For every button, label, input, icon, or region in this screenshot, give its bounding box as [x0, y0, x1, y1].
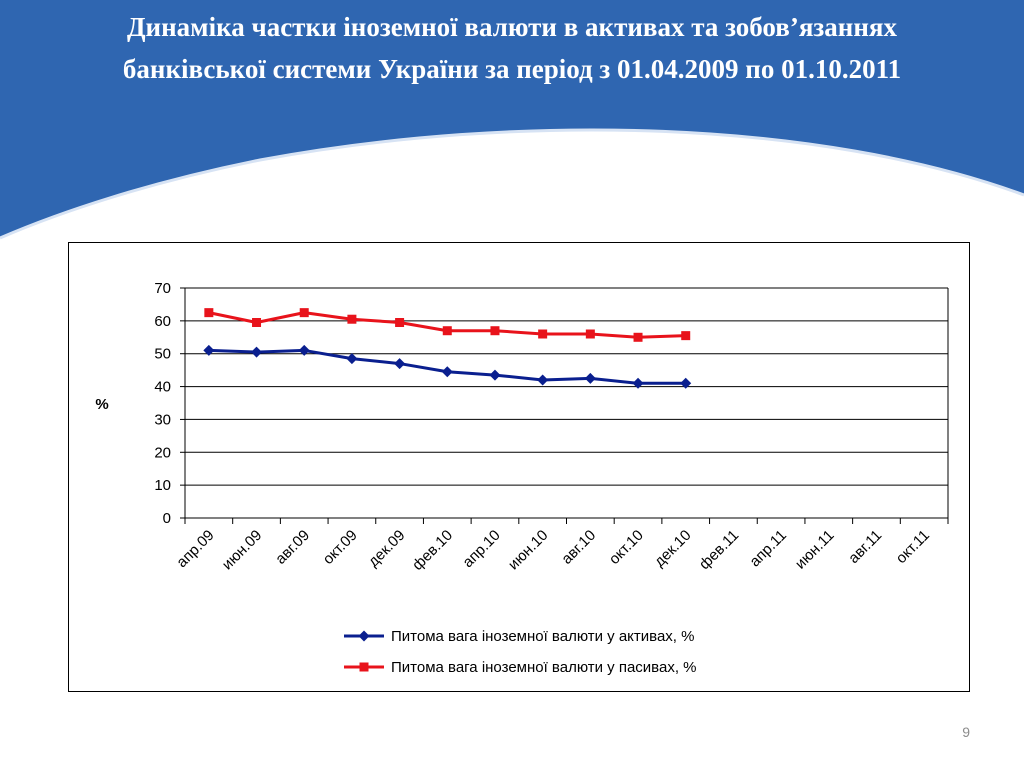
legend-item: Питома вага іноземної валюти у пасивах, …: [344, 659, 697, 676]
x-tick-label: июн.11: [792, 527, 838, 573]
x-tick-label: фев.11: [696, 527, 742, 573]
x-tick-label: апр.10: [459, 527, 503, 571]
data-point: [204, 308, 214, 318]
slide-title: Динаміка частки іноземної валюти в актив…: [122, 12, 902, 84]
x-tick-label: окт.09: [320, 527, 361, 568]
axes: [184, 288, 949, 524]
x-tick-label: апр.11: [746, 527, 790, 571]
legend-label: Питома вага іноземної валюти у активах, …: [391, 628, 694, 645]
legend-item: Питома вага іноземної валюти у активах, …: [344, 628, 694, 645]
y-tick-label: 20: [154, 444, 171, 461]
series-1: [203, 344, 692, 389]
y-tick-labels: 0 10 20 30 40 50 60 70: [154, 280, 171, 527]
data-point: [585, 329, 595, 339]
line-chart: 0 10 20 30 40 50 60 70 апр.09 июн.09 авг.09 окт.09…: [95, 280, 949, 676]
data-point: [680, 377, 692, 389]
data-point: [538, 329, 548, 339]
y-tick-label: 40: [154, 379, 171, 396]
data-point: [584, 372, 596, 384]
y-tick-label: 10: [154, 477, 171, 494]
x-tick-label: окт.10: [606, 527, 647, 568]
banner-highlight: [0, 128, 1024, 240]
data-point: [489, 369, 501, 381]
data-point: [346, 353, 358, 365]
x-tick-label: дек.09: [365, 527, 408, 570]
x-tick-label: апр.09: [173, 527, 217, 571]
x-tick-label: авг.10: [558, 527, 599, 568]
data-point: [252, 318, 262, 327]
x-tick-label: июн.09: [219, 527, 266, 574]
data-point: [299, 308, 309, 318]
data-point: [394, 358, 406, 370]
x-tick-label: дек.10: [651, 527, 694, 570]
data-point: [490, 326, 500, 336]
x-tick-label: фев.10: [409, 527, 456, 574]
series-2: [204, 308, 691, 342]
y-tick-label: 0: [163, 510, 171, 527]
x-tick-label: авг.09: [272, 527, 313, 568]
x-tick-label: окт.11: [893, 527, 933, 567]
data-point: [251, 346, 263, 358]
gridlines: [180, 287, 948, 519]
y-tick-label: 50: [154, 346, 171, 363]
y-axis-title: %: [95, 396, 108, 413]
y-tick-label: 70: [154, 280, 171, 297]
data-point: [347, 314, 357, 324]
page-number: 9: [962, 724, 970, 740]
x-tick-labels: апр.09 июн.09 авг.09 окт.09 дек.09 фев.10 апр.…: [173, 527, 933, 574]
x-tick-label: авг.11: [845, 527, 885, 567]
data-point: [633, 332, 643, 342]
title-banner: [0, 0, 1024, 240]
legend-swatch-marker: [358, 630, 370, 642]
x-tick-label: июн.10: [505, 527, 552, 574]
legend: Питома вага іноземної валюти у активах, …: [344, 628, 697, 676]
y-tick-label: 60: [154, 313, 171, 330]
data-point: [442, 326, 452, 336]
legend-swatch-marker: [359, 662, 369, 672]
data-point: [395, 318, 405, 327]
chart-frame: 0 10 20 30 40 50 60 70 апр.09 июн.09 авг.09 окт.09…: [68, 242, 970, 692]
legend-label: Питома вага іноземної валюти у пасивах, …: [391, 659, 697, 676]
data-point: [298, 344, 310, 356]
data-point: [441, 366, 453, 378]
banner-shape: [0, 0, 1024, 238]
y-tick-label: 30: [154, 411, 171, 428]
data-point: [632, 377, 644, 389]
data-series: [203, 308, 692, 389]
data-point: [203, 344, 215, 356]
data-point: [681, 331, 691, 341]
data-point: [537, 374, 549, 386]
